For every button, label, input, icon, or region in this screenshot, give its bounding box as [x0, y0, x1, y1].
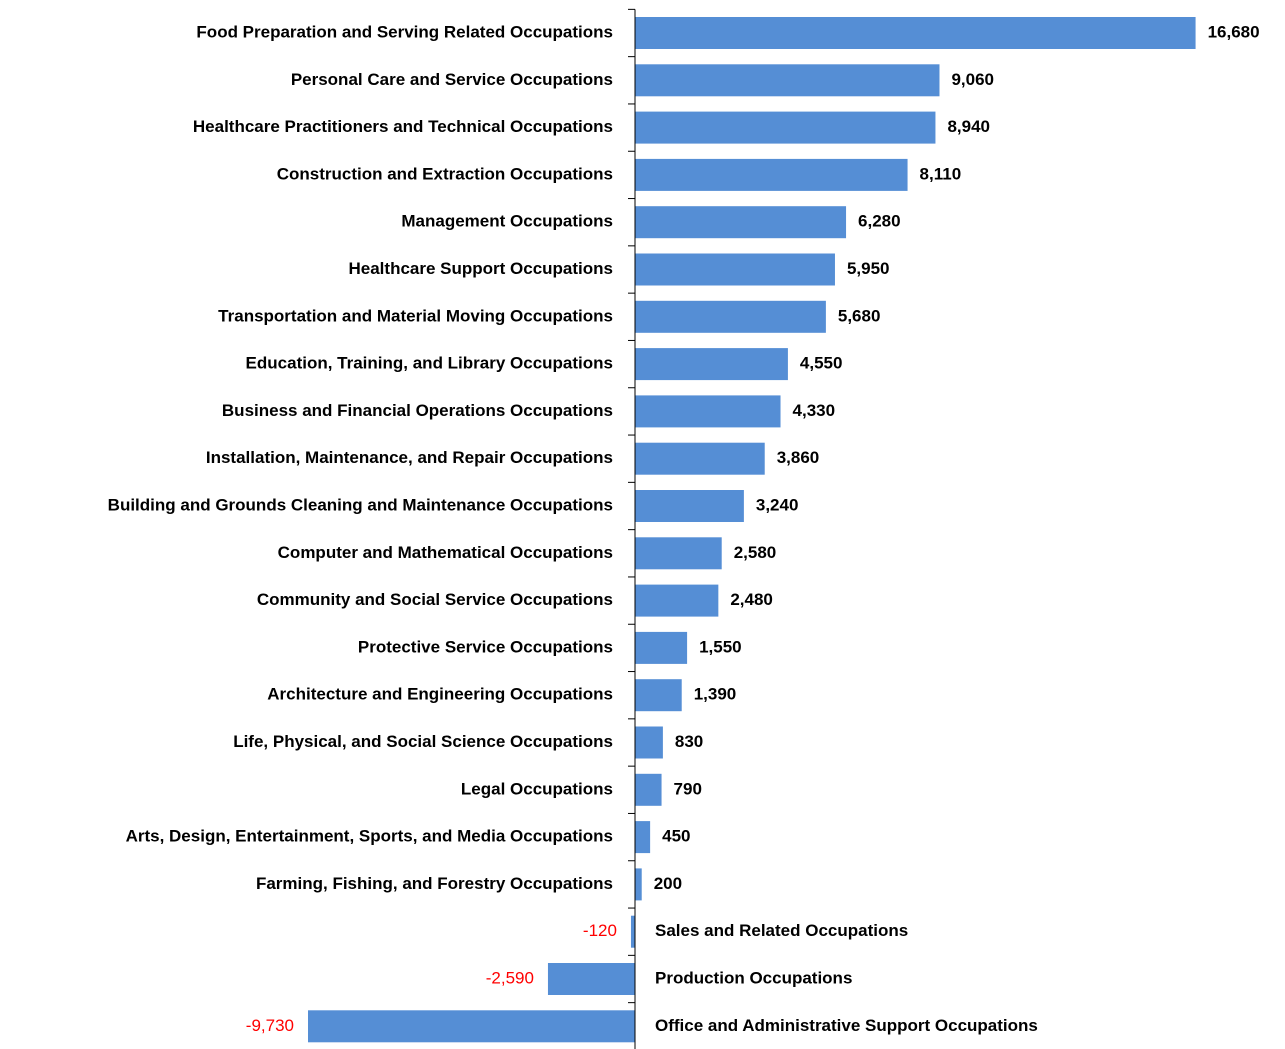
category-label: Arts, Design, Entertainment, Sports, and…: [126, 827, 613, 846]
bar: [635, 17, 1196, 49]
bar: [635, 584, 719, 617]
category-label: Life, Physical, and Social Science Occup…: [233, 732, 613, 751]
category-label: Farming, Fishing, and Forestry Occupatio…: [256, 874, 613, 893]
bar: [635, 442, 765, 475]
value-label: 450: [662, 827, 690, 846]
bar: [630, 915, 635, 948]
category-label: Food Preparation and Serving Related Occ…: [196, 22, 613, 41]
bar: [547, 963, 635, 995]
category-label: Architecture and Engineering Occupations: [267, 685, 613, 704]
value-label: -2,590: [486, 968, 534, 987]
value-label: 1,550: [699, 637, 742, 656]
category-label: Community and Social Service Occupations: [257, 590, 613, 609]
category-label: Healthcare Support Occupations: [349, 259, 614, 278]
category-label: Building and Grounds Cleaning and Mainte…: [108, 495, 613, 514]
bar: [635, 537, 722, 570]
value-label: -9,730: [246, 1016, 294, 1035]
bar: [635, 726, 663, 759]
value-label: 3,860: [777, 448, 820, 467]
category-label: Sales and Related Occupations: [655, 921, 908, 940]
category-label: Production Occupations: [655, 968, 852, 987]
category-label: Computer and Mathematical Occupations: [278, 543, 613, 562]
category-label: Office and Administrative Support Occupa…: [655, 1016, 1038, 1035]
value-label: 6,280: [858, 212, 901, 231]
category-label: Construction and Extraction Occupations: [277, 164, 613, 183]
value-label: 5,950: [847, 259, 890, 278]
value-label: 200: [654, 874, 682, 893]
bar: [635, 773, 662, 806]
bar: [635, 348, 788, 381]
category-label: Management Occupations: [401, 212, 613, 231]
bar: [635, 158, 908, 191]
bar: [635, 631, 688, 664]
bar: [635, 300, 826, 333]
category-label: Personal Care and Service Occupations: [291, 70, 613, 89]
category-label: Education, Training, and Library Occupat…: [246, 354, 613, 373]
value-label: 8,110: [920, 164, 962, 183]
value-label: 9,060: [951, 70, 994, 89]
value-label: 4,330: [793, 401, 836, 420]
value-label: 1,390: [694, 685, 737, 704]
bar: [635, 868, 642, 901]
bar: [635, 64, 940, 97]
value-label: 2,580: [734, 543, 777, 562]
bar: [308, 1010, 635, 1043]
bar: [635, 206, 847, 239]
bar: [635, 679, 682, 712]
value-label: 16,680: [1208, 22, 1260, 41]
bar: [635, 111, 936, 144]
value-label: 8,940: [947, 117, 990, 136]
bar: [635, 395, 781, 428]
category-label: Transportation and Material Moving Occup…: [218, 306, 613, 325]
value-label: 830: [675, 732, 703, 751]
category-label: Healthcare Practitioners and Technical O…: [193, 117, 613, 136]
value-label: 2,480: [730, 590, 773, 609]
category-label: Legal Occupations: [461, 779, 613, 798]
bar: [635, 821, 651, 854]
value-label: 4,550: [800, 354, 843, 373]
bar: [635, 490, 744, 522]
value-label: 790: [674, 779, 702, 798]
value-label: 5,680: [838, 306, 881, 325]
category-label: Business and Financial Operations Occupa…: [222, 401, 613, 420]
value-label: -120: [583, 921, 617, 940]
category-label: Installation, Maintenance, and Repair Oc…: [206, 448, 613, 467]
value-label: 3,240: [756, 495, 799, 514]
bar: [635, 253, 835, 286]
category-label: Protective Service Occupations: [358, 637, 613, 656]
